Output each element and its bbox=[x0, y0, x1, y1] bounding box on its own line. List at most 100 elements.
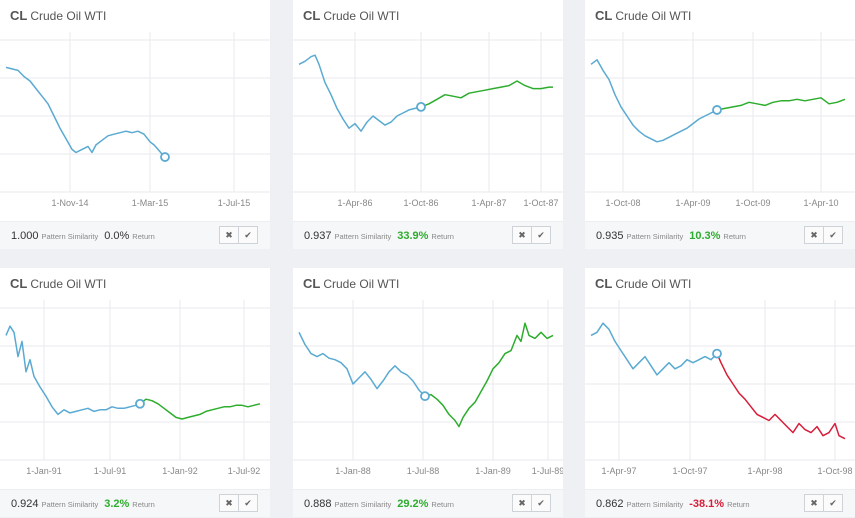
close-icon: ✖ bbox=[810, 498, 818, 508]
line-chart: 1-Apr-86 1-Oct-86 1-Apr-87 1-Oct-87 bbox=[293, 32, 563, 208]
accept-button[interactable]: ✔ bbox=[239, 494, 258, 512]
action-buttons: ✖ ✔ bbox=[804, 494, 843, 512]
check-icon: ✔ bbox=[244, 230, 252, 240]
card-footer: 0.862 Pattern Similarity -38.1% Return ✖ ✔ bbox=[585, 489, 855, 517]
series-projection-line bbox=[716, 353, 846, 440]
x-tick-label: 1-Jul-15 bbox=[218, 198, 251, 208]
reject-button[interactable]: ✖ bbox=[804, 226, 824, 244]
instrument-name: Crude Oil WTI bbox=[615, 277, 692, 291]
similarity-value: 0.935 bbox=[596, 230, 624, 242]
pattern-card[interactable]: CL Crude Oil WTI 1-Apr-97 1-Oct-97 1-Apr-98 1… bbox=[585, 268, 855, 517]
similarity-label: Pattern Similarity bbox=[41, 500, 99, 509]
return-label: Return bbox=[431, 232, 454, 241]
instrument-name: Crude Oil WTI bbox=[30, 277, 107, 291]
reject-button[interactable]: ✖ bbox=[804, 494, 824, 512]
similarity-label: Pattern Similarity bbox=[626, 232, 684, 241]
similarity-value: 1.000 bbox=[11, 230, 39, 242]
card-title: CL Crude Oil WTI bbox=[303, 276, 399, 291]
x-tick-label: 1-Jul-89 bbox=[532, 466, 563, 476]
card-footer: 0.924 Pattern Similarity 3.2% Return ✖ ✔ bbox=[0, 489, 270, 517]
footer-stats: 1.000 Pattern Similarity 0.0% Return bbox=[11, 230, 161, 242]
current-point-marker bbox=[135, 398, 145, 409]
pattern-card[interactable]: CL Crude Oil WTI 1-Nov-14 1-Mar-15 1-Jul-15 1… bbox=[0, 0, 270, 249]
card-title: CL Crude Oil WTI bbox=[10, 276, 106, 291]
reject-button[interactable]: ✖ bbox=[219, 226, 239, 244]
check-icon: ✔ bbox=[829, 498, 837, 508]
accept-button[interactable]: ✔ bbox=[532, 494, 551, 512]
close-icon: ✖ bbox=[810, 230, 818, 240]
similarity-label: Pattern Similarity bbox=[626, 500, 684, 509]
return-value: 29.2% bbox=[397, 498, 429, 510]
return-value: 3.2% bbox=[104, 498, 130, 510]
x-tick-label: 1-Oct-09 bbox=[735, 198, 770, 208]
pattern-card[interactable]: CL Crude Oil WTI 1-Jan-91 1-Jul-91 1-Jan-92 1… bbox=[0, 268, 270, 517]
instrument-name: Crude Oil WTI bbox=[30, 9, 107, 23]
x-tick-label: 1-Oct-86 bbox=[403, 198, 438, 208]
reject-button[interactable]: ✖ bbox=[512, 226, 532, 244]
card-title: CL Crude Oil WTI bbox=[10, 8, 106, 23]
x-tick-label: 1-Jan-89 bbox=[475, 466, 511, 476]
x-tick-label: 1-Oct-87 bbox=[523, 198, 558, 208]
series-history-line bbox=[590, 322, 718, 376]
card-title: CL Crude Oil WTI bbox=[595, 276, 691, 291]
pattern-card[interactable]: CL Crude Oil WTI 1-Oct-08 1-Apr-09 1-Oct-09 1… bbox=[585, 0, 855, 249]
x-tick-label: 1-Oct-97 bbox=[672, 466, 707, 476]
return-label: Return bbox=[132, 232, 155, 241]
symbol-label: CL bbox=[303, 8, 321, 23]
card-footer: 0.937 Pattern Similarity 33.9% Return ✖ ✔ bbox=[293, 221, 563, 249]
card-footer: 0.935 Pattern Similarity 10.3% Return ✖ ✔ bbox=[585, 221, 855, 249]
footer-stats: 0.888 Pattern Similarity 29.2% Return bbox=[304, 498, 460, 510]
similarity-label: Pattern Similarity bbox=[334, 232, 392, 241]
similarity-value: 0.924 bbox=[11, 498, 39, 510]
current-point-marker bbox=[712, 105, 722, 115]
pattern-card[interactable]: CL Crude Oil WTI 1-Apr-86 1-Oct-86 1-Apr-87 1… bbox=[293, 0, 563, 249]
x-tick-label: 1-Apr-87 bbox=[471, 198, 506, 208]
line-chart: 1-Nov-14 1-Mar-15 1-Jul-15 bbox=[0, 32, 270, 208]
x-tick-label: 1-Apr-98 bbox=[747, 466, 782, 476]
symbol-label: CL bbox=[303, 276, 321, 291]
footer-stats: 0.937 Pattern Similarity 33.9% Return bbox=[304, 230, 460, 242]
x-tick-label: 1-Apr-97 bbox=[601, 466, 636, 476]
x-tick-label: 1-Nov-14 bbox=[51, 198, 88, 208]
close-icon: ✖ bbox=[518, 230, 526, 240]
line-chart: 1-Jan-91 1-Jul-91 1-Jan-92 1-Jul-92 bbox=[0, 300, 270, 476]
series-history-line bbox=[590, 59, 718, 143]
accept-button[interactable]: ✔ bbox=[824, 494, 843, 512]
x-tick-label: 1-Jan-88 bbox=[335, 466, 371, 476]
x-tick-label: 1-Jan-91 bbox=[26, 466, 62, 476]
similarity-label: Pattern Similarity bbox=[334, 500, 392, 509]
return-value: 0.0% bbox=[104, 230, 130, 242]
return-value: -38.1% bbox=[689, 498, 725, 510]
accept-button[interactable]: ✔ bbox=[824, 226, 843, 244]
return-label: Return bbox=[132, 500, 155, 509]
accept-button[interactable]: ✔ bbox=[239, 226, 258, 244]
x-tick-label: 1-Jul-91 bbox=[94, 466, 127, 476]
symbol-label: CL bbox=[595, 276, 613, 291]
return-label: Return bbox=[431, 500, 454, 509]
x-tick-label: 1-Mar-15 bbox=[132, 198, 169, 208]
footer-stats: 0.862 Pattern Similarity -38.1% Return bbox=[596, 498, 756, 510]
x-tick-label: 1-Apr-10 bbox=[803, 198, 838, 208]
series-history-line bbox=[298, 54, 422, 132]
accept-button[interactable]: ✔ bbox=[532, 226, 551, 244]
similarity-value: 0.888 bbox=[304, 498, 332, 510]
symbol-label: CL bbox=[10, 8, 28, 23]
pattern-card[interactable]: CL Crude Oil WTI 1-Jan-88 1-Jul-88 1-Jan-89 1… bbox=[293, 268, 563, 517]
series-history-line bbox=[5, 66, 166, 158]
return-value: 33.9% bbox=[397, 230, 429, 242]
symbol-label: CL bbox=[595, 8, 613, 23]
action-buttons: ✖ ✔ bbox=[804, 226, 843, 244]
series-history-line bbox=[5, 325, 141, 416]
reject-button[interactable]: ✖ bbox=[219, 494, 239, 512]
similarity-label: Pattern Similarity bbox=[41, 232, 99, 241]
reject-button[interactable]: ✖ bbox=[512, 494, 532, 512]
action-buttons: ✖ ✔ bbox=[512, 494, 551, 512]
close-icon: ✖ bbox=[518, 498, 526, 508]
check-icon: ✔ bbox=[829, 230, 837, 240]
line-chart: 1-Apr-97 1-Oct-97 1-Apr-98 1-Oct-98 bbox=[585, 300, 855, 476]
card-title: CL Crude Oil WTI bbox=[303, 8, 399, 23]
return-value: 10.3% bbox=[689, 230, 721, 242]
current-point-marker bbox=[420, 391, 430, 402]
x-tick-label: 1-Jul-88 bbox=[407, 466, 440, 476]
current-point-marker bbox=[416, 101, 426, 112]
